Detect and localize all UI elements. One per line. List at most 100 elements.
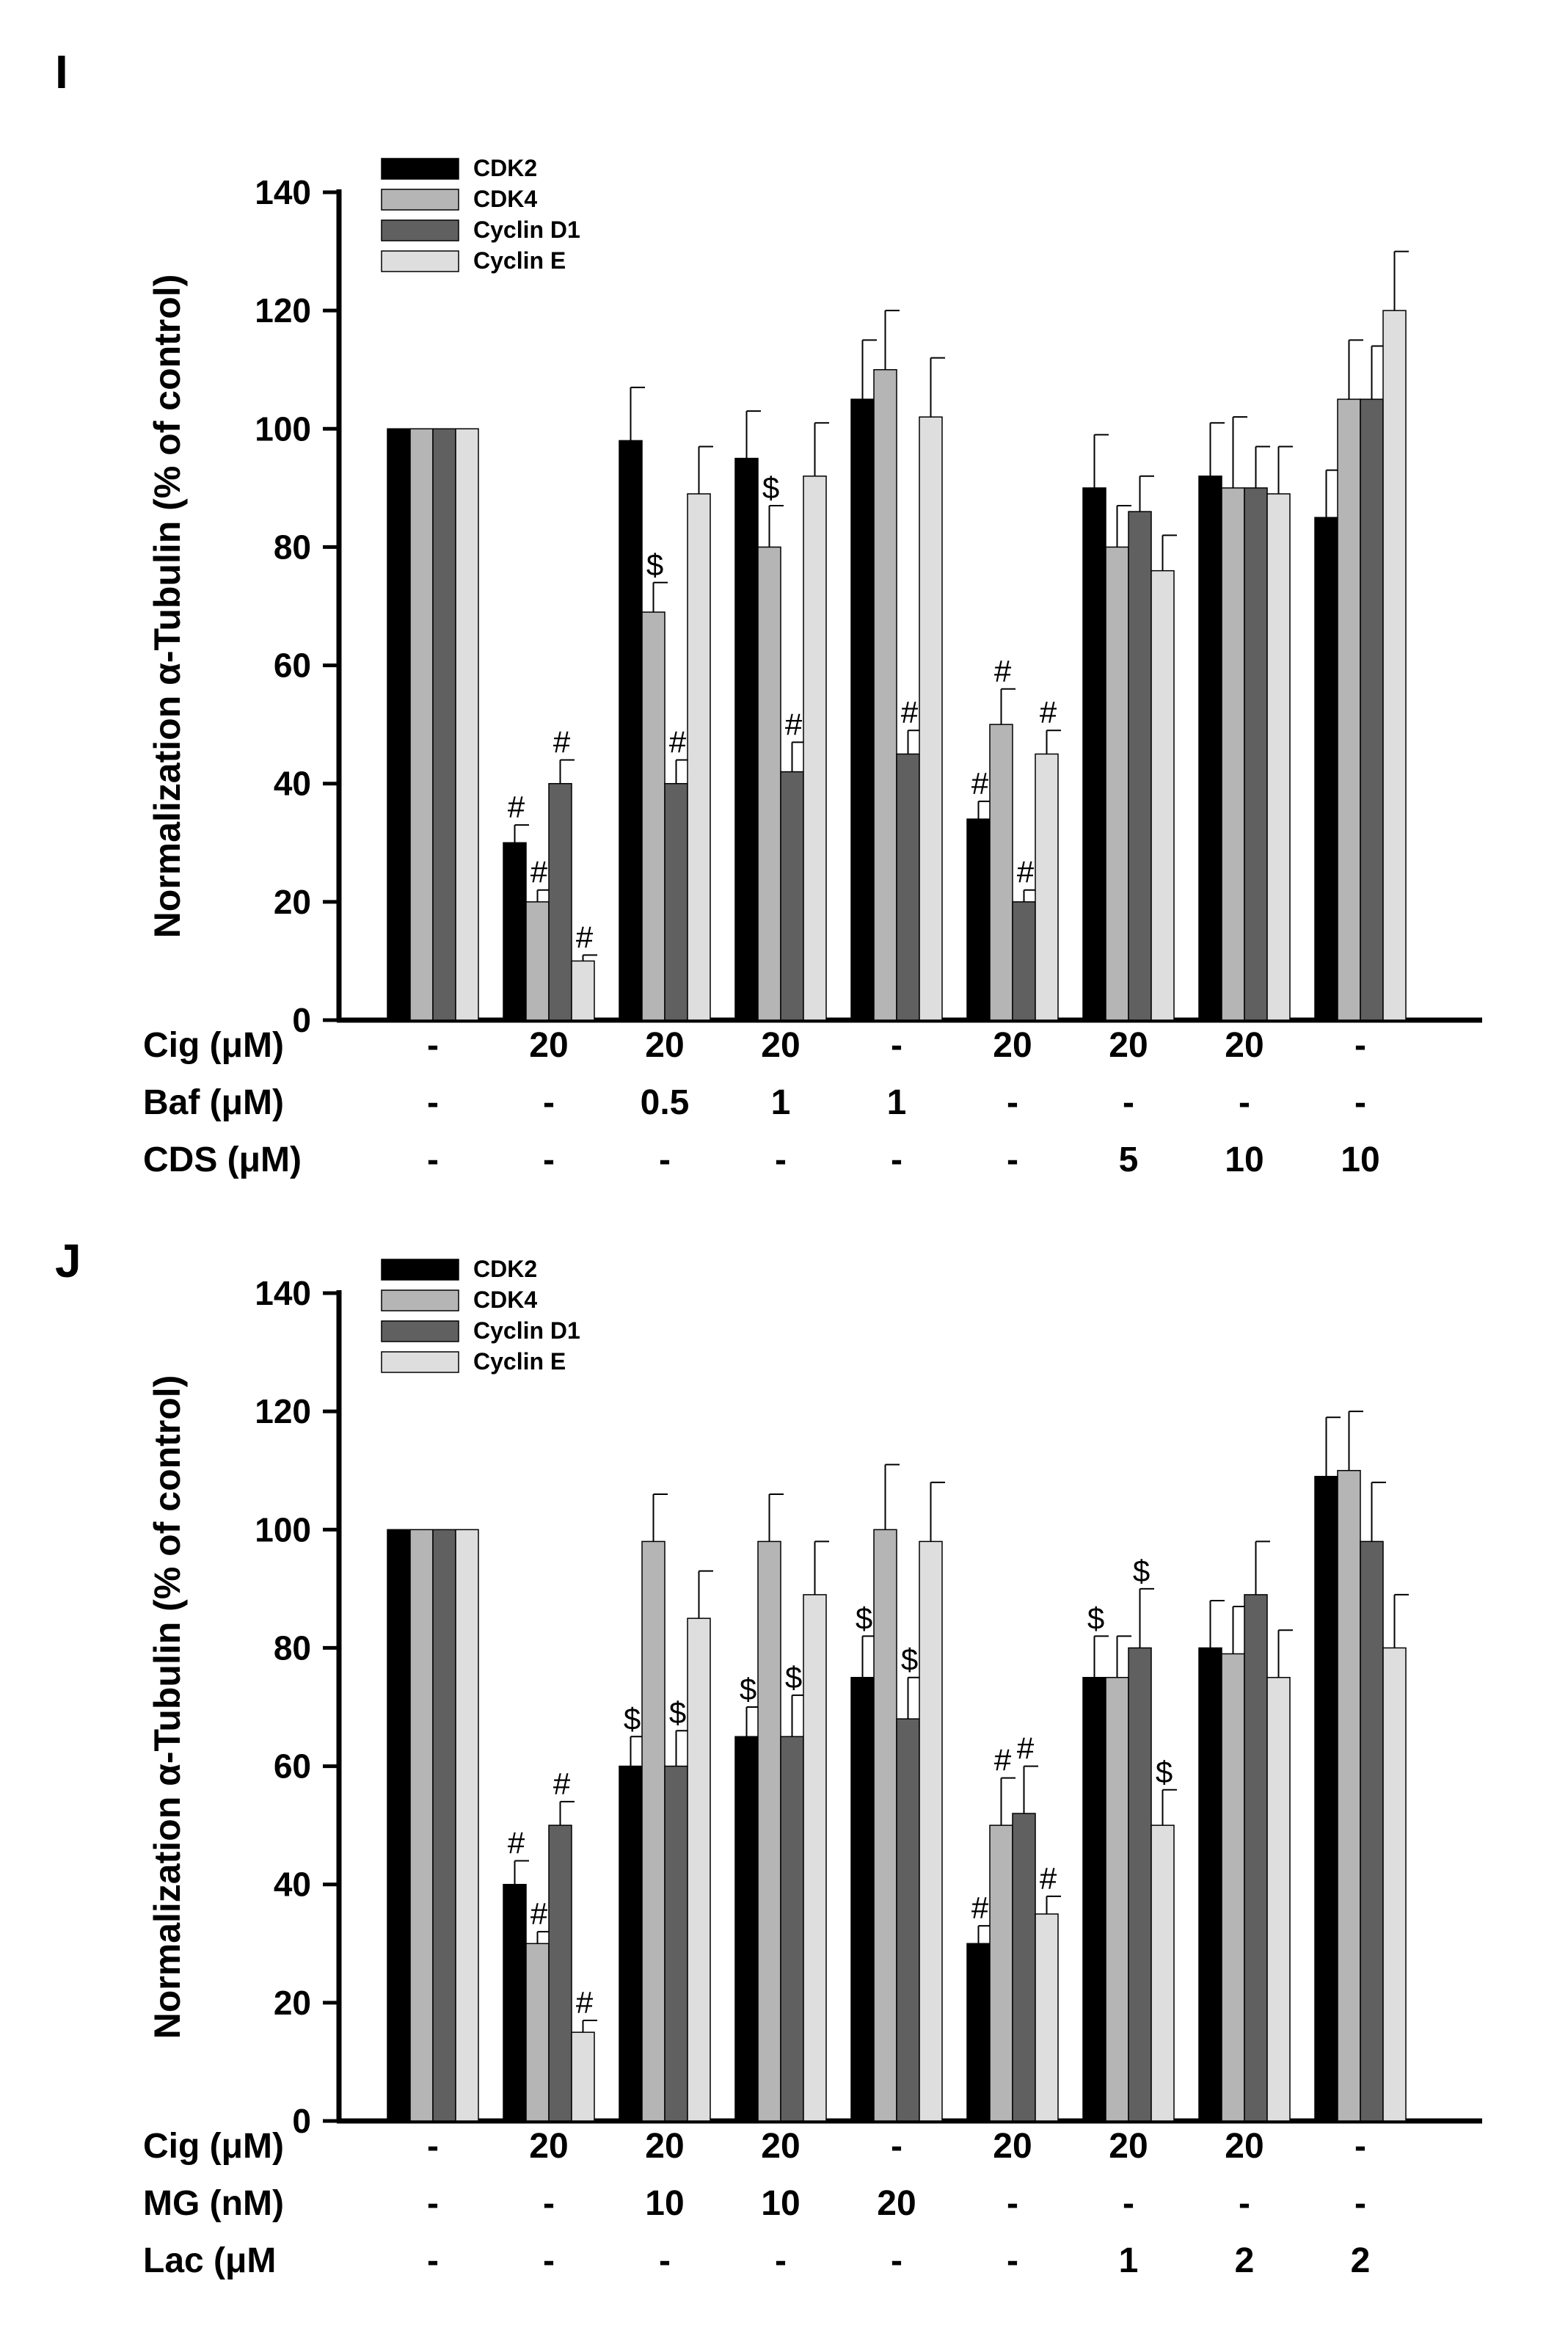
bar [780, 1736, 804, 2122]
condition-value: - [427, 1140, 439, 1179]
bar [1035, 1913, 1059, 2122]
condition-value: 1 [887, 1083, 907, 1122]
significance-annotation: # [553, 724, 571, 759]
significance-annotation: # [669, 724, 687, 759]
condition-value: 20 [761, 2127, 800, 2166]
significance-annotation: $ [856, 1601, 872, 1635]
condition-value: - [427, 1026, 439, 1065]
condition-value: - [1123, 2184, 1134, 2223]
bar [571, 2031, 595, 2122]
condition-value: 20 [1109, 2127, 1148, 2166]
bar [1105, 546, 1129, 1021]
significance-annotation: # [576, 920, 594, 954]
significance-annotation: # [530, 1896, 548, 1931]
significance-annotation: $ [762, 470, 779, 505]
significance-annotation: # [530, 855, 548, 889]
condition-value: 20 [993, 1026, 1032, 1065]
condition-label: Baf (μM) [143, 1083, 284, 1122]
bar [687, 1618, 711, 2122]
bar [734, 1736, 759, 2122]
bar [548, 782, 572, 1021]
bar [1382, 310, 1407, 1021]
significance-annotation: # [553, 1766, 571, 1801]
legend-swatch [381, 250, 459, 272]
significance-annotation: $ [785, 1660, 802, 1695]
y-tick-label: 40 [274, 1866, 311, 1904]
bar [503, 1883, 527, 2122]
significance-annotation: $ [669, 1695, 686, 1730]
bar [1266, 1676, 1291, 2122]
condition-value: - [1007, 1083, 1018, 1122]
bar [1221, 1653, 1245, 2122]
bar [896, 1718, 920, 2122]
significance-annotation: # [1040, 1861, 1057, 1896]
panel-label: J [55, 1234, 81, 1287]
legend-label: Cyclin D1 [473, 216, 580, 243]
bar [1360, 1540, 1384, 2122]
bar [919, 416, 943, 1021]
condition-label: Cig (μM) [143, 1026, 284, 1065]
condition-value: 10 [761, 2184, 800, 2223]
y-tick-label: 0 [292, 2102, 311, 2140]
bar [803, 475, 827, 1021]
condition-value: - [891, 2127, 902, 2166]
bar [1012, 901, 1036, 1021]
bar [1198, 475, 1222, 1021]
y-tick-label: 60 [274, 647, 311, 685]
legend-label: CDK4 [473, 1287, 537, 1313]
legend-label: CDK2 [473, 1256, 537, 1282]
bar [455, 1529, 479, 2122]
bar [1105, 1676, 1129, 2122]
chart-panel-j: J Normalization α-Tubulin (% of control) 0… [55, 1234, 1482, 2280]
condition-value: 20 [1225, 1026, 1263, 1065]
condition-value: 2 [1235, 2241, 1255, 2280]
bar [455, 428, 479, 1021]
bar [1266, 493, 1291, 1021]
bar [1382, 1647, 1407, 2122]
bar [1151, 570, 1175, 1021]
bar [387, 1529, 411, 2122]
condition-value: - [659, 1140, 671, 1179]
bar [803, 1594, 827, 2122]
condition-value: 20 [877, 2184, 916, 2223]
bar [525, 901, 550, 1021]
condition-value: - [1354, 1026, 1366, 1065]
bar [1151, 1824, 1175, 2122]
bar [734, 457, 759, 1021]
condition-value: - [775, 1140, 787, 1179]
bar [757, 1540, 781, 2122]
bar [641, 1540, 666, 2122]
bar [571, 960, 595, 1021]
bar [1314, 1476, 1338, 2122]
significance-annotation: # [576, 1985, 594, 2020]
significance-annotation: $ [740, 1672, 756, 1706]
bar [548, 1824, 572, 2122]
bar [966, 818, 991, 1021]
condition-value: - [891, 1140, 902, 1179]
bar [1082, 1676, 1106, 2122]
bar [780, 771, 804, 1021]
y-tick-label: 80 [274, 528, 311, 566]
bar [989, 1824, 1013, 2122]
condition-value: - [543, 2184, 555, 2223]
bar [1221, 487, 1245, 1021]
bar [525, 1943, 550, 2122]
condition-value: 2 [1351, 2241, 1371, 2280]
bar [873, 368, 897, 1021]
bar [757, 546, 781, 1021]
bar [850, 1676, 875, 2122]
condition-label: Cig (μM) [143, 2127, 284, 2166]
bar [1082, 487, 1106, 1021]
condition-value: 5 [1119, 1140, 1139, 1179]
significance-annotation: # [971, 766, 989, 801]
y-tick-label: 100 [255, 1510, 311, 1549]
condition-label: CDS (μM) [143, 1140, 302, 1179]
condition-value: - [659, 2241, 671, 2280]
y-tick-label: 120 [255, 1392, 311, 1430]
bar [1128, 511, 1152, 1021]
legend-label: Cyclin D1 [473, 1317, 580, 1344]
chart-panel-i: I Normalization α-Tubulin (% of control) 0… [55, 46, 1482, 1179]
significance-annotation: $ [624, 1701, 641, 1736]
bar [1244, 1594, 1268, 2122]
